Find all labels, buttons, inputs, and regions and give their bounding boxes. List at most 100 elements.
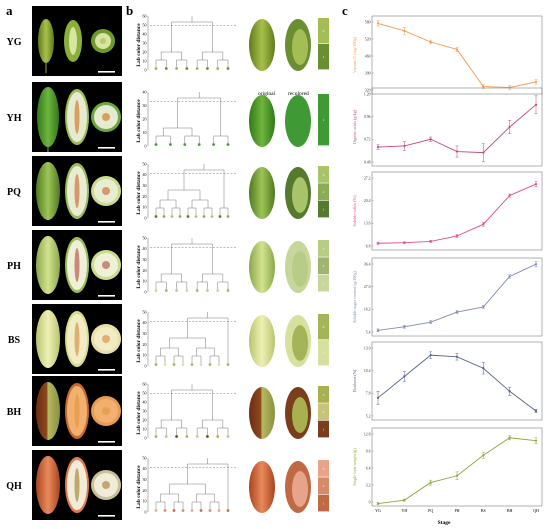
axis-tick: 50: [143, 390, 147, 395]
dendro-branch: [196, 59, 208, 67]
dendro-branch: [219, 207, 229, 215]
recolored-fruit: [285, 95, 311, 147]
scale-bar: [98, 515, 115, 517]
whole-fruit: [36, 310, 60, 368]
chart-2: Organic acids (g/kg) 0.48 0.72 0.96 1.20: [352, 87, 543, 167]
data-point: [534, 103, 538, 106]
data-point: [376, 22, 380, 25]
axis-tick: 50: [143, 455, 147, 460]
panel-label-c: c: [342, 3, 348, 18]
color-swatch: [318, 166, 329, 183]
series-line: [377, 354, 537, 412]
whole-fruit: [38, 19, 54, 63]
data-point: [508, 390, 511, 393]
chart-frame: [371, 257, 543, 337]
series-line: [377, 183, 537, 244]
axis-label: Lab color distance: [136, 99, 142, 143]
color-swatch: [318, 94, 329, 146]
data-point: [429, 40, 432, 44]
data-point: [534, 439, 538, 442]
color-swatch: [318, 18, 329, 44]
dendro-branch: [196, 427, 208, 435]
cross-core: [102, 481, 110, 489]
axis-tick: 20: [143, 194, 147, 199]
dendro-branch: [173, 501, 184, 509]
dendro-leaf: [190, 509, 194, 512]
axis-tick: 10: [143, 353, 147, 358]
swatch-label: 2: [323, 410, 325, 414]
panel-label-a: a: [6, 3, 13, 18]
axis-tick: 0: [145, 509, 147, 514]
dendro-branch: [196, 347, 215, 356]
axis-tick: 10: [143, 426, 147, 431]
axis-tick: 40: [143, 320, 147, 325]
col-original: original: [258, 91, 276, 97]
dendro-leaf: [206, 435, 209, 438]
dendro-branch: [196, 493, 215, 502]
dendro-leaf: [208, 363, 212, 366]
axis-tick: 30: [143, 40, 147, 45]
dendro-leaf: [226, 67, 230, 70]
axis-tick: 30: [143, 408, 147, 413]
data-point: [403, 241, 406, 244]
dendro-leaf: [226, 435, 230, 438]
dendro-branch: [171, 243, 213, 274]
recolored-region: [292, 251, 308, 287]
dendro-leaf: [164, 289, 168, 292]
recolored-region: [292, 397, 308, 433]
dendro-leaf: [218, 215, 222, 218]
scale-bar: [98, 71, 115, 73]
chart-ylabel: Organic acids (g/kg): [352, 109, 357, 144]
chart-3: Soluble solids (%) 6.8 13.6 20.4 27.2: [352, 171, 543, 251]
data-point: [508, 86, 511, 89]
data-point: [482, 85, 485, 88]
dendro-branch: [171, 21, 213, 52]
axis-tick: 0: [145, 289, 147, 294]
chart-1: Vitamin C (mg/100g) 320 390 460 520 580: [352, 15, 543, 95]
cross-core: [102, 187, 110, 195]
data-point: [455, 48, 459, 51]
axis-tick: 40: [143, 399, 147, 404]
data-point: [376, 145, 380, 149]
dendro-leaf: [195, 289, 199, 292]
stage-label-pq: PQ: [7, 187, 21, 198]
axis-label: Lab color distance: [136, 465, 142, 509]
data-point: [482, 367, 485, 370]
axis-label: Lab color distance: [136, 245, 142, 289]
photo-row-bs: BS: [8, 304, 122, 374]
data-point: [429, 321, 432, 324]
dendro-branch: [202, 419, 224, 428]
dendro-leaf: [154, 67, 158, 70]
axis-tick: 0: [145, 215, 147, 220]
dendro-branch: [169, 483, 206, 494]
dendro-branch: [176, 427, 188, 435]
dendro-leaf: [216, 289, 220, 292]
swatch-label: 1: [323, 55, 325, 59]
y-tick-label: 6.8: [366, 244, 371, 248]
y-tick-label: 390: [365, 71, 371, 75]
photo-row-yh: YH: [7, 82, 122, 152]
dendro-leaf: [199, 509, 203, 512]
axis-label: Lab color distance: [136, 23, 142, 67]
stage-label-bs: BS: [8, 335, 21, 346]
dendro-branch: [184, 135, 200, 143]
axis-tick: 30: [143, 183, 147, 188]
chart-ylabel: Soluble sugar content (g/100g): [352, 271, 357, 323]
panel-a-photos: YG YH PQ PH BS BH QH: [6, 6, 122, 520]
x-tick-label: BH: [507, 508, 513, 513]
data-point: [376, 329, 380, 332]
dendro-leaf: [154, 363, 158, 366]
data-point: [534, 263, 538, 266]
original-fruit: [249, 167, 275, 219]
scale-bar: [98, 147, 115, 149]
data-point: [534, 182, 538, 186]
data-point: [508, 275, 511, 278]
dendro-branch: [202, 273, 224, 282]
dendro-leaf: [175, 435, 178, 438]
data-point: [429, 240, 432, 243]
dendro-branch: [191, 355, 202, 363]
x-tick-label: QH: [533, 508, 539, 513]
